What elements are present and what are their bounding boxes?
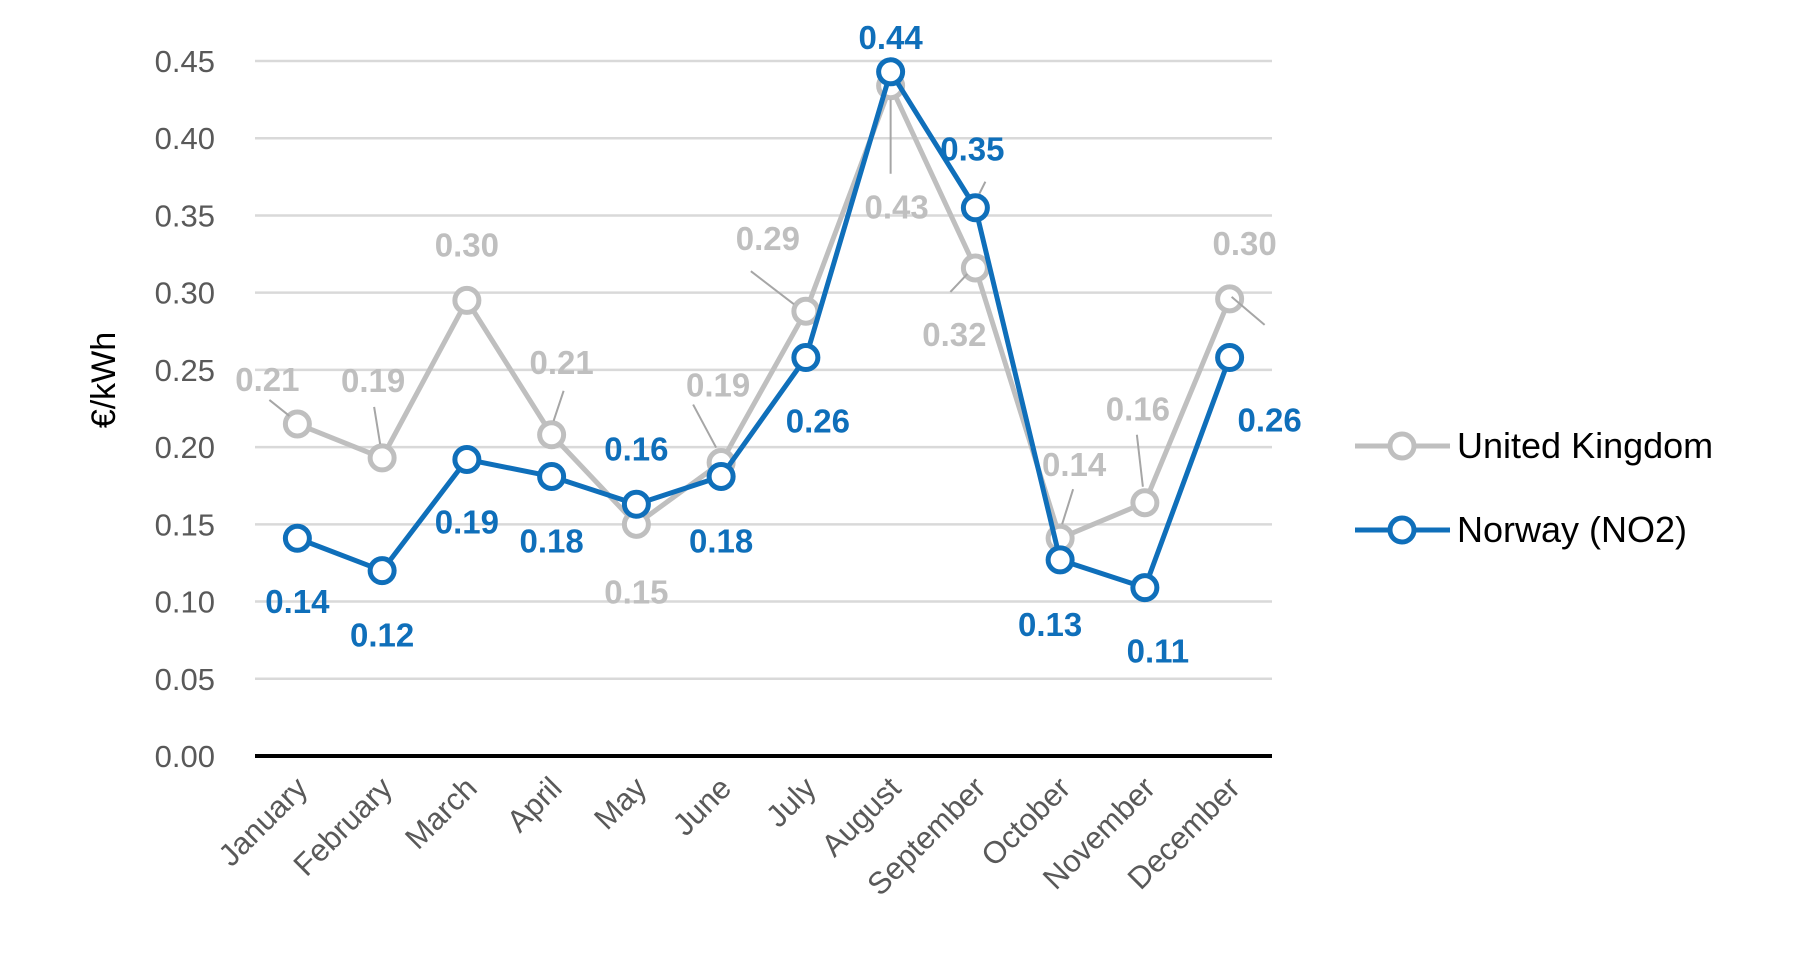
data-label: 0.26 [1238, 402, 1302, 439]
leader-line [750, 270, 795, 305]
y-axis-title: €/kWh [85, 332, 123, 428]
data-label: 0.21 [235, 361, 299, 398]
data-point [367, 443, 397, 473]
data-label: 0.29 [736, 220, 800, 257]
leader-line [692, 404, 718, 449]
y-tick-label: 0.45 [155, 44, 215, 79]
data-label: 0.11 [1127, 633, 1189, 670]
data-label: 0.12 [350, 617, 414, 654]
legend-marker [1387, 515, 1417, 545]
data-label: 0.26 [786, 403, 850, 440]
y-tick-label: 0.40 [155, 121, 215, 156]
grid-lines [255, 59, 1272, 681]
label-leader-lines [268, 99, 1266, 525]
x-tick-label: April [500, 770, 569, 839]
data-labels: 0.21 0.19 0.30 0.21 0.15 0.19 0.29 0.43 0.32 0.14… [235, 19, 1301, 670]
leader-line [1135, 434, 1144, 487]
data-label: 0.14 [1042, 446, 1107, 483]
y-tick-label: 0.10 [155, 585, 215, 620]
leader-line [949, 273, 969, 293]
data-point [282, 409, 312, 439]
data-label: 0.16 [604, 430, 668, 467]
y-tick-label: 0.05 [155, 662, 215, 697]
data-label: 0.19 [341, 362, 405, 399]
data-label: 0.32 [922, 316, 986, 353]
data-label: 0.44 [859, 19, 924, 56]
data-label: 0.14 [265, 583, 330, 620]
series-lines [282, 57, 1245, 603]
x-tick-label: March [398, 770, 484, 856]
data-point [1215, 343, 1245, 373]
data-label: 0.19 [435, 503, 499, 540]
data-label: 0.30 [1213, 225, 1277, 262]
data-point [1130, 488, 1160, 518]
data-label: 0.19 [686, 367, 750, 404]
data-label: 0.18 [520, 522, 584, 559]
leader-line [1230, 296, 1266, 326]
y-tick-label: 0.00 [155, 739, 215, 774]
series-line [296, 69, 1232, 591]
data-point [791, 343, 821, 373]
y-tick-label: 0.25 [155, 353, 215, 388]
data-point [537, 461, 567, 491]
data-point [876, 57, 906, 87]
data-label: 0.18 [689, 522, 753, 559]
data-point [367, 556, 397, 586]
data-label: 0.30 [435, 226, 499, 263]
x-tick-label: June [666, 770, 738, 842]
legend-marker [1387, 431, 1417, 461]
data-point [452, 285, 482, 315]
x-tick-label: July [759, 770, 823, 834]
data-point [1045, 545, 1075, 575]
data-point [1215, 284, 1245, 314]
legend: United Kingdom Norway (NO2) [1355, 425, 1713, 550]
data-point [1130, 573, 1160, 603]
data-point [282, 523, 312, 553]
y-tick-label: 0.30 [155, 276, 215, 311]
legend-label: United Kingdom [1457, 425, 1713, 466]
leader-line [268, 399, 290, 417]
data-point [791, 296, 821, 326]
data-point [960, 193, 990, 223]
leader-line [1061, 488, 1075, 525]
data-point [960, 253, 990, 283]
data-label: 0.43 [865, 189, 929, 226]
leader-line [552, 390, 565, 422]
legend-label: Norway (NO2) [1457, 509, 1687, 550]
y-tick-label: 0.20 [155, 430, 215, 465]
data-point [621, 489, 651, 519]
data-label: 0.21 [530, 344, 594, 381]
y-tick-label: 0.15 [155, 507, 215, 542]
data-point [537, 420, 567, 450]
leader-line [978, 181, 987, 195]
data-label: 0.15 [604, 573, 668, 610]
leader-line [373, 406, 382, 445]
data-label: 0.16 [1106, 391, 1170, 428]
data-label: 0.35 [940, 131, 1004, 168]
x-tick-label: May [587, 770, 654, 837]
data-label: 0.13 [1018, 606, 1082, 643]
y-tick-label: 0.35 [155, 198, 215, 233]
y-tick-labels: 0.00 0.05 0.10 0.15 0.20 0.25 0.30 0.35 0.40 0.45 [155, 44, 215, 774]
data-point [452, 444, 482, 474]
series-line [296, 83, 1232, 541]
data-point [706, 461, 736, 491]
